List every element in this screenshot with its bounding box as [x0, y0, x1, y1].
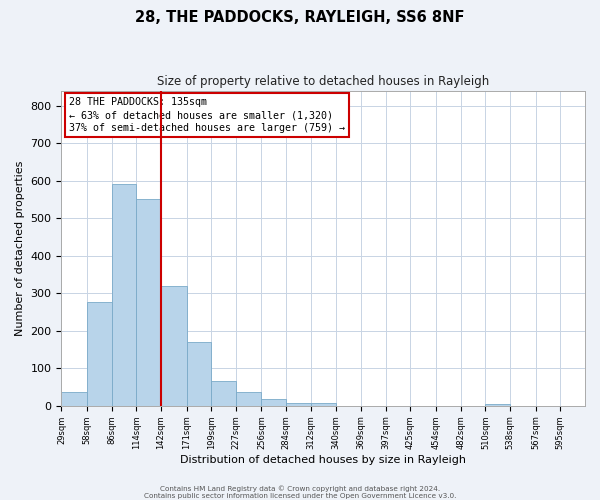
Bar	[262, 399, 286, 406]
Bar	[61, 392, 87, 406]
Bar	[485, 404, 510, 406]
Title: Size of property relative to detached houses in Rayleigh: Size of property relative to detached ho…	[157, 75, 490, 88]
Bar	[161, 286, 187, 406]
Bar	[211, 382, 236, 406]
Text: Contains public sector information licensed under the Open Government Licence v3: Contains public sector information licen…	[144, 493, 456, 499]
Bar	[87, 302, 112, 406]
Bar	[311, 403, 335, 406]
Bar	[136, 200, 161, 406]
X-axis label: Distribution of detached houses by size in Rayleigh: Distribution of detached houses by size …	[180, 455, 466, 465]
Text: 28 THE PADDOCKS: 135sqm
← 63% of detached houses are smaller (1,320)
37% of semi: 28 THE PADDOCKS: 135sqm ← 63% of detache…	[69, 97, 345, 134]
Y-axis label: Number of detached properties: Number of detached properties	[15, 160, 25, 336]
Bar	[112, 184, 136, 406]
Text: Contains HM Land Registry data © Crown copyright and database right 2024.: Contains HM Land Registry data © Crown c…	[160, 486, 440, 492]
Bar	[286, 403, 311, 406]
Text: 28, THE PADDOCKS, RAYLEIGH, SS6 8NF: 28, THE PADDOCKS, RAYLEIGH, SS6 8NF	[135, 10, 465, 25]
Bar	[236, 392, 262, 406]
Bar	[187, 342, 211, 406]
